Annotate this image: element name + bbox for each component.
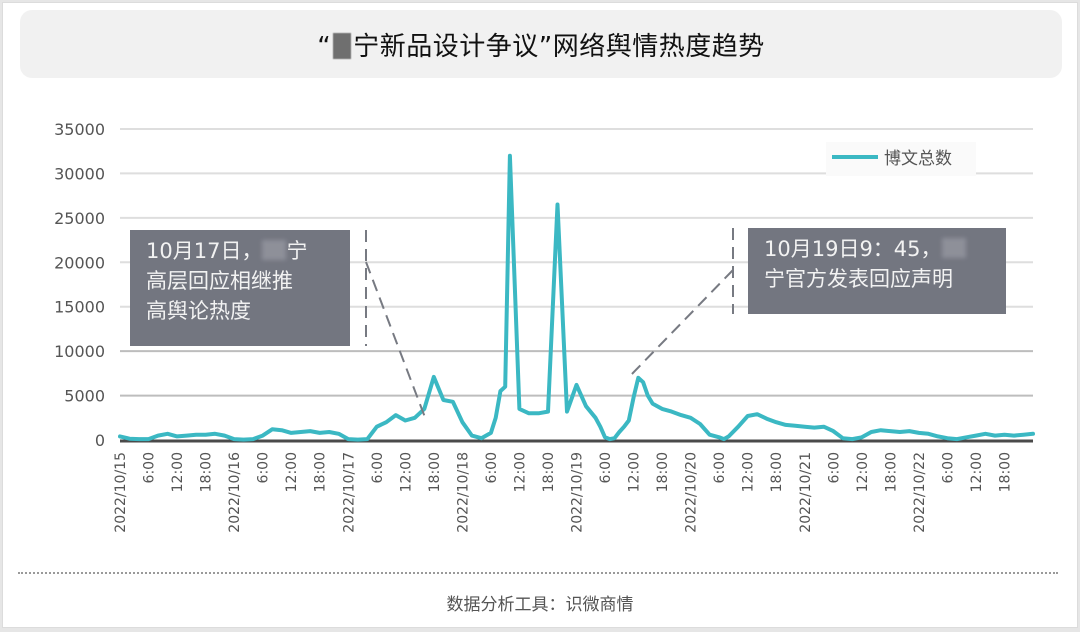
redacted-block bbox=[333, 32, 352, 59]
y-tick-label: 5000 bbox=[64, 387, 105, 406]
y-tick-label: 20000 bbox=[54, 253, 105, 272]
annotation-oct19-line1: 10月19日9：45， bbox=[764, 234, 990, 264]
x-tick-label: 2022/10/21 bbox=[798, 452, 814, 533]
x-tick-label: 6:00 bbox=[256, 452, 272, 483]
x-tick-label: 2022/10/18 bbox=[455, 452, 471, 533]
x-tick-label: 2022/10/15 bbox=[113, 452, 129, 533]
annotation-oct17-line3: 高舆论热度 bbox=[146, 299, 251, 323]
x-tick-label: 2022/10/16 bbox=[227, 452, 243, 533]
x-tick-label: 18:00 bbox=[313, 452, 329, 492]
y-tick-label: 30000 bbox=[54, 164, 105, 183]
x-tick-label: 12:00 bbox=[170, 452, 186, 492]
x-tick-label: 18:00 bbox=[769, 452, 785, 492]
x-tick-label: 12:00 bbox=[512, 452, 528, 492]
x-tick-label: 18:00 bbox=[541, 452, 557, 492]
x-tick-label: 6:00 bbox=[142, 452, 158, 483]
data-source-footer: 数据分析工具：识微商情 bbox=[446, 595, 634, 615]
x-tick-label: 6:00 bbox=[484, 452, 500, 483]
x-tick-label: 6:00 bbox=[940, 452, 956, 483]
footer-divider bbox=[18, 572, 1058, 574]
title-main-text: 宁新品设计争议”网络舆情热度趋势 bbox=[353, 31, 765, 62]
annotation-oct19-leader-line bbox=[629, 269, 734, 377]
x-tick-label: 12:00 bbox=[398, 452, 414, 492]
x-tick-label: 6:00 bbox=[598, 452, 614, 483]
title-bar: “ 宁新品设计争议”网络舆情热度趋势 bbox=[20, 10, 1062, 78]
annotation-oct19-line2: 宁官方发表回应声明 bbox=[764, 267, 953, 291]
title-open-quote: “ bbox=[317, 31, 332, 62]
x-tick-label: 12:00 bbox=[627, 452, 643, 492]
annotation-oct17-leader-line bbox=[365, 261, 427, 421]
x-tick-label: 12:00 bbox=[741, 452, 757, 492]
y-tick-label: 35000 bbox=[54, 120, 105, 139]
x-tick-label: 6:00 bbox=[826, 452, 842, 483]
x-tick-label: 6:00 bbox=[370, 452, 386, 483]
x-tick-label: 2022/10/17 bbox=[341, 452, 357, 533]
y-tick-label: 15000 bbox=[54, 298, 105, 317]
annotation-oct17: 10月17日，宁 高层回应相继推 高舆论热度 bbox=[130, 230, 350, 346]
y-tick-label: 0 bbox=[95, 431, 105, 450]
x-tick-label: 18:00 bbox=[997, 452, 1013, 492]
x-tick-label: 2022/10/20 bbox=[684, 452, 700, 533]
chart-title: “ 宁新品设计争议”网络舆情热度趋势 bbox=[317, 26, 764, 63]
redacted-block bbox=[262, 240, 287, 260]
x-tick-label: 18:00 bbox=[427, 452, 443, 492]
y-tick-label: 10000 bbox=[54, 342, 105, 361]
x-tick-label: 2022/10/22 bbox=[912, 452, 928, 533]
x-tick-label: 6:00 bbox=[712, 452, 728, 483]
annotation-oct19: 10月19日9：45， 宁官方发表回应声明 bbox=[748, 228, 1006, 314]
x-tick-label: 18:00 bbox=[655, 452, 671, 492]
legend-label: 博文总数 bbox=[884, 149, 952, 169]
x-tick-label: 12:00 bbox=[284, 452, 300, 492]
x-tick-label: 2022/10/19 bbox=[570, 452, 586, 533]
y-tick-label: 25000 bbox=[54, 209, 105, 228]
annotation-oct17-line2: 高层回应相继推 bbox=[146, 269, 293, 293]
x-tick-label: 18:00 bbox=[883, 452, 899, 492]
x-tick-label: 18:00 bbox=[199, 452, 215, 492]
x-tick-label: 12:00 bbox=[969, 452, 985, 492]
x-tick-label: 12:00 bbox=[855, 452, 871, 492]
redacted-block bbox=[941, 238, 966, 258]
series-line bbox=[118, 153, 1035, 442]
annotation-oct17-line1: 10月17日，宁 bbox=[146, 239, 308, 263]
